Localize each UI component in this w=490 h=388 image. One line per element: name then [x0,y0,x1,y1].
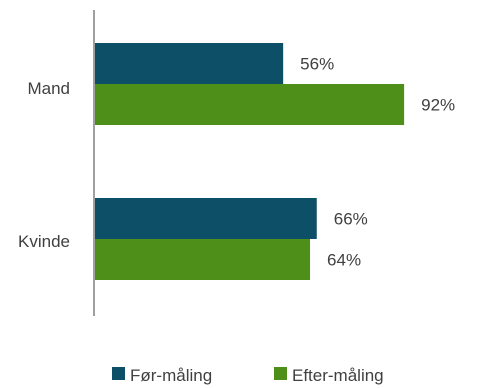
bars-group: 56% 92% 66% 64% [95,43,455,280]
category-label-kvinde: Kvinde [18,232,70,251]
data-label-kvinde-efter-maling: 64% [327,251,361,270]
legend-label-efter-maling: Efter-måling [292,366,384,385]
bar-kvinde-efter-maling [95,239,311,280]
data-label-kvinde-for-maling: 66% [334,210,368,229]
legend-swatch-for-maling [112,367,125,380]
legend-swatch-efter-maling [274,367,287,380]
category-label-mand: Mand [27,79,70,98]
data-label-mand-efter-maling: 92% [421,96,455,115]
bar-kvinde-for-maling [95,198,317,239]
legend-label-for-maling: Før-måling [130,366,212,385]
data-label-mand-for-maling: 56% [300,55,334,74]
bar-mand-for-maling [95,43,284,84]
bar-mand-efter-maling [95,84,405,125]
legend: Før-måling Efter-måling [112,366,384,385]
